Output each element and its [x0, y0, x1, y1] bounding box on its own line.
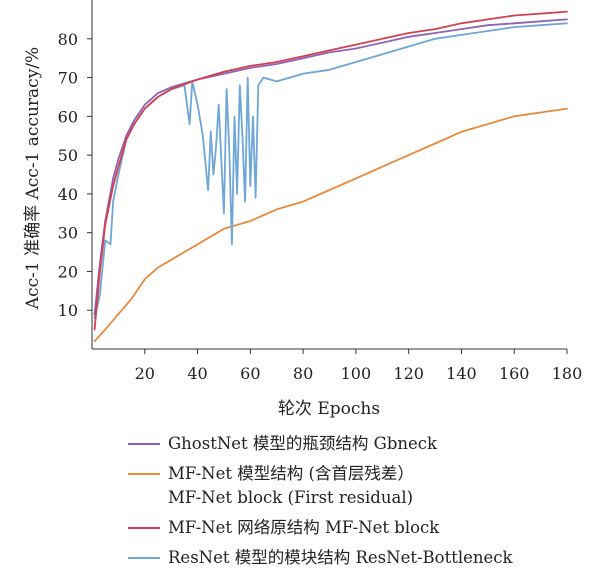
legend-label-mfnet-first-residual-line1: MF-Net 模型结构 (含首层残差） [168, 464, 414, 483]
y-tick-label: 50 [58, 146, 78, 165]
legend-item-mfnet-first-residual: MF-Net 模型结构 (含首层残差） MF-Net block (First … [128, 462, 588, 510]
x-tick-label: 20 [135, 364, 155, 383]
series-resnet-bottleneck-line [93, 22, 568, 319]
y-tick-label: 60 [58, 107, 78, 126]
legend-item-mfnet-block: MF-Net 网络原结构 MF-Net block [128, 516, 588, 540]
legend-swatch-mfnet-first-residual [128, 473, 160, 475]
legend-swatch-gbneck [128, 443, 160, 445]
x-tick-label: 160 [499, 364, 530, 383]
x-tick-label: 40 [187, 364, 207, 383]
y-tick-label: 30 [58, 224, 78, 243]
x-tick-label: 120 [393, 364, 424, 383]
legend-label-gbneck: GhostNet 模型的瓶颈结构 Gbneck [168, 434, 438, 453]
y-tick-label: 10 [58, 301, 78, 320]
series-mfnet-block-line [93, 10, 568, 331]
legend: GhostNet 模型的瓶颈结构 Gbneck MF-Net 模型结构 (含首层… [128, 432, 588, 576]
y-tick-label: 20 [58, 262, 78, 281]
line-chart: 20 40 60 80 100 120 140 160 1801020304050607080 … [23, 0, 583, 419]
legend-label-resnet-bottleneck: ResNet 模型的模块结构 ResNet-Bottleneck [168, 548, 513, 567]
axes: 20 40 60 80 100 120 140 160 180 10 20 30 40 50 60 70 80 [58, 0, 583, 383]
legend-swatch-mfnet-block [128, 527, 160, 529]
y-axis-label: Acc-1 准确率 Acc-1 accuracy/% [23, 47, 43, 310]
y-tick-label: 80 [58, 30, 78, 49]
series-gbneck-line [93, 18, 568, 316]
legend-item-gbneck: GhostNet 模型的瓶颈结构 Gbneck [128, 432, 588, 456]
legend-label-mfnet-first-residual-line2: MF-Net block (First residual) [168, 488, 414, 507]
series-mfnet-first-residual-line [93, 107, 568, 343]
x-tick-label: 60 [240, 364, 260, 383]
x-tick-label: 180 [552, 364, 583, 383]
legend-item-resnet-bottleneck: ResNet 模型的模块结构 ResNet-Bottleneck [128, 546, 588, 570]
series-layer [93, 10, 568, 343]
x-axis-label: 轮次 Epochs [278, 399, 380, 419]
y-tick-label: 40 [58, 185, 78, 204]
legend-swatch-resnet-bottleneck [128, 557, 160, 559]
x-tick-label: 80 [293, 364, 313, 383]
legend-label-mfnet-block: MF-Net 网络原结构 MF-Net block [168, 518, 440, 537]
y-tick-label: 70 [58, 69, 78, 88]
x-tick-label: 100 [341, 364, 372, 383]
legend-label-mfnet-first-residual: MF-Net 模型结构 (含首层残差） MF-Net block (First … [168, 462, 414, 510]
x-tick-label: 140 [446, 364, 477, 383]
